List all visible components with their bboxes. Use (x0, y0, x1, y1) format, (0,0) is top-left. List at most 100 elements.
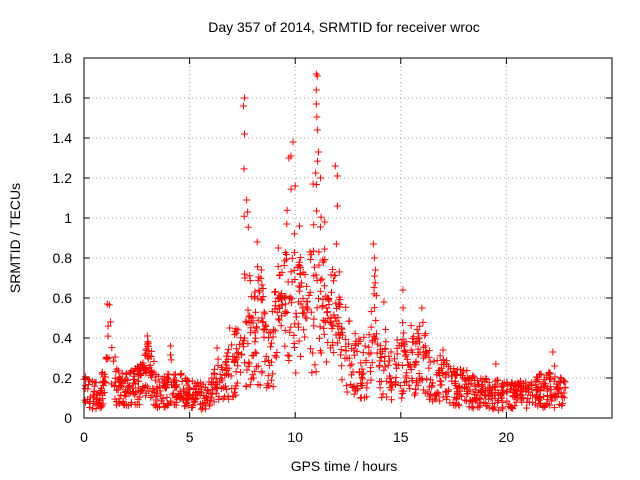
data-point (286, 293, 294, 301)
data-point (160, 403, 168, 411)
data-point (207, 394, 215, 402)
data-point (405, 381, 413, 389)
data-point (139, 382, 147, 390)
data-point (380, 298, 388, 306)
data-point (432, 390, 440, 398)
data-point (265, 356, 273, 364)
data-point (407, 322, 415, 330)
data-point (191, 380, 199, 388)
data-point (232, 368, 240, 376)
data-point (329, 322, 337, 330)
data-point (370, 254, 378, 262)
data-point (342, 346, 350, 354)
data-point (315, 248, 323, 256)
data-point (241, 94, 249, 102)
data-point (282, 292, 290, 300)
data-point (532, 400, 540, 408)
data-point (406, 360, 414, 368)
data-point (221, 371, 229, 379)
data-point (466, 386, 474, 394)
data-point (537, 370, 545, 378)
data-point (447, 365, 455, 373)
data-point (365, 343, 373, 351)
data-point (315, 261, 323, 269)
data-point (475, 399, 483, 407)
data-point (287, 152, 295, 160)
data-point (244, 208, 252, 216)
data-point (372, 330, 380, 338)
data-point (448, 377, 456, 385)
data-point (195, 382, 203, 390)
data-point (287, 299, 295, 307)
data-point (387, 386, 395, 394)
data-point (367, 308, 375, 316)
x-tick-label: 20 (499, 429, 515, 445)
data-point (333, 202, 341, 210)
data-point (257, 266, 265, 274)
data-point (185, 377, 193, 385)
data-point (532, 377, 540, 385)
data-point (256, 288, 264, 296)
data-point (334, 314, 342, 322)
data-point (312, 368, 320, 376)
data-point (316, 223, 324, 231)
data-point (453, 366, 461, 374)
data-point (434, 388, 442, 396)
data-point (362, 356, 370, 364)
data-point (224, 392, 232, 400)
data-point (311, 361, 319, 369)
data-point (236, 340, 244, 348)
data-point (480, 398, 488, 406)
data-point (169, 391, 177, 399)
data-point (437, 377, 445, 385)
data-point (231, 331, 239, 339)
data-point (283, 220, 291, 228)
data-point (429, 379, 437, 387)
data-point (479, 385, 487, 393)
data-point (287, 323, 295, 331)
data-point (334, 322, 342, 330)
data-point (302, 314, 310, 322)
data-point (131, 391, 139, 399)
y-tick-label: 0.8 (53, 250, 73, 266)
data-point (497, 383, 505, 391)
data-point (262, 352, 270, 360)
data-point (535, 393, 543, 401)
data-point (300, 326, 308, 334)
data-point (268, 339, 276, 347)
data-point (508, 382, 516, 390)
data-point (121, 377, 129, 385)
data-point (302, 303, 310, 311)
data-point (263, 380, 271, 388)
data-point (108, 344, 116, 352)
data-point (412, 385, 420, 393)
data-point (131, 365, 139, 373)
data-point (422, 348, 430, 356)
data-point (371, 266, 379, 274)
data-point (229, 393, 237, 401)
data-point (462, 380, 470, 388)
data-point (528, 398, 536, 406)
data-point (241, 359, 249, 367)
data-point (290, 331, 298, 339)
data-point (455, 383, 463, 391)
data-point (295, 298, 303, 306)
data-point (508, 403, 516, 411)
data-point (469, 404, 477, 412)
data-point (229, 353, 237, 361)
data-point (320, 324, 328, 332)
data-point (541, 403, 549, 411)
data-point (241, 130, 249, 138)
data-point (468, 374, 476, 382)
data-point (537, 400, 545, 408)
data-point (198, 385, 206, 393)
data-point (331, 271, 339, 279)
data-point (150, 357, 158, 365)
data-point (249, 371, 257, 379)
data-point (124, 401, 132, 409)
data-point (408, 377, 416, 385)
data-point (317, 174, 325, 182)
data-point (414, 381, 422, 389)
data-point (289, 138, 297, 146)
data-point (205, 400, 213, 408)
